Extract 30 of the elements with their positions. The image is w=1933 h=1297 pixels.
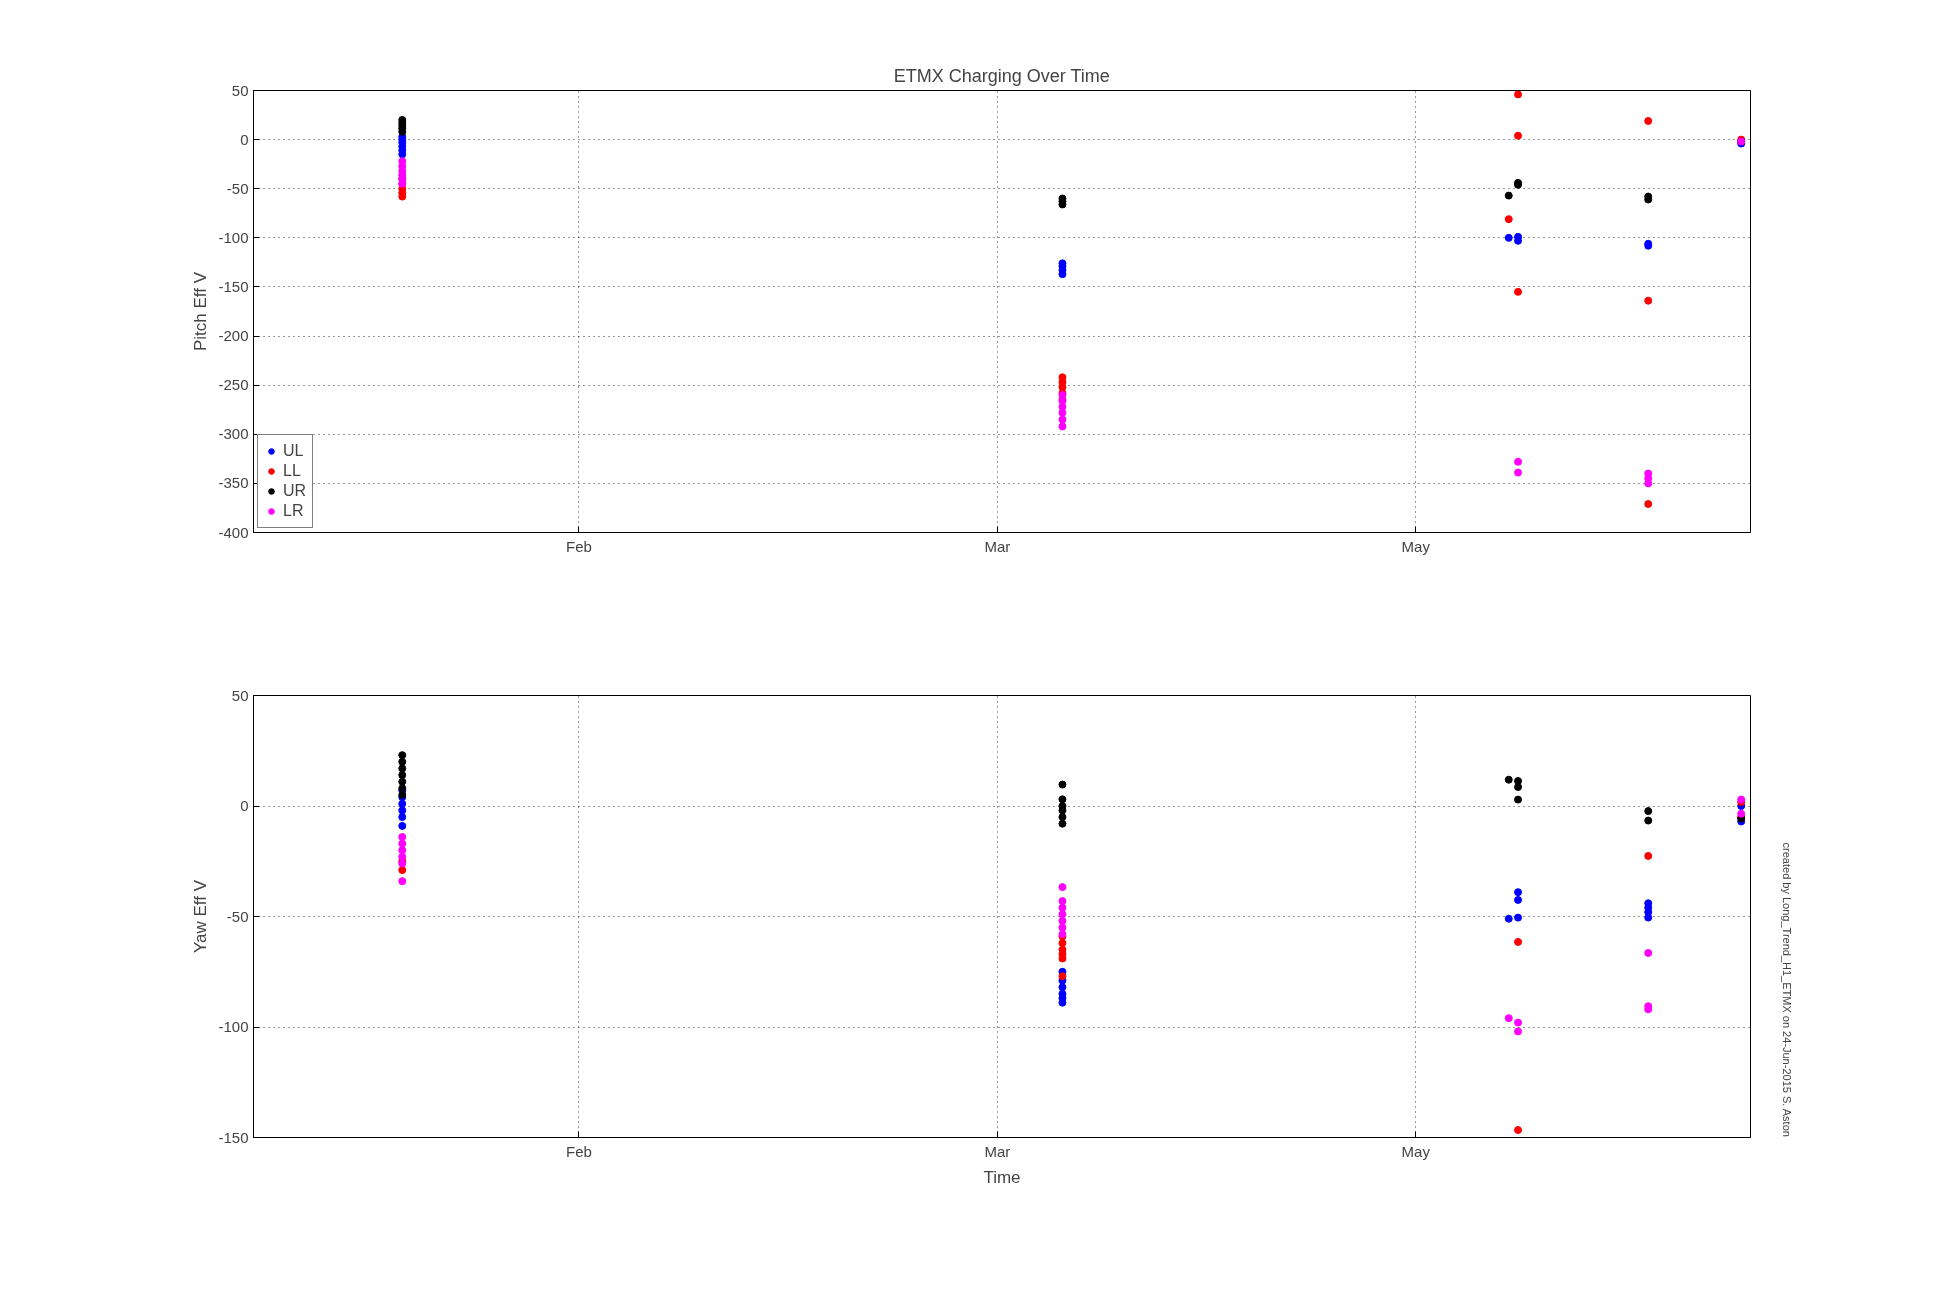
y-tick-label: -150 bbox=[218, 1128, 249, 1146]
legend-label: UL bbox=[283, 442, 304, 460]
legend-label: LL bbox=[283, 462, 302, 480]
x-tick-label: Mar bbox=[984, 537, 1011, 555]
y-tick-label: -200 bbox=[218, 327, 249, 345]
y-tick-label: -400 bbox=[218, 523, 249, 541]
y-tick-label: -300 bbox=[218, 425, 249, 443]
y-tick-label: -100 bbox=[218, 228, 249, 246]
y-tick-label: -50 bbox=[226, 907, 249, 925]
x-tick-label: May bbox=[1401, 537, 1431, 555]
chart-title: ETMX Charging Over Time bbox=[893, 65, 1110, 86]
y-tick-label: 0 bbox=[240, 130, 249, 148]
y-tick-label: -150 bbox=[218, 277, 249, 295]
y-axis-title: Yaw Eff V bbox=[191, 879, 211, 954]
y-tick-label: 50 bbox=[231, 81, 249, 99]
legend-label: UR bbox=[283, 482, 307, 500]
x-tick-label: Feb bbox=[566, 537, 592, 555]
legend-label: LR bbox=[283, 502, 304, 520]
x-tick-label: Mar bbox=[984, 1142, 1011, 1160]
text: created by Long_Trend_H1_ETMX on 24-Jun-2015 S. Aston bbox=[1780, 842, 1793, 1137]
y-tick-label: -50 bbox=[226, 179, 249, 197]
y-tick-label: -250 bbox=[218, 376, 249, 394]
x-axis-title: Time bbox=[983, 1167, 1021, 1187]
y-tick-label: -100 bbox=[218, 1018, 249, 1035]
x-tick-label: May bbox=[1401, 1142, 1431, 1160]
y-axis-title: Pitch Eff V bbox=[191, 271, 211, 352]
y-tick-label: 0 bbox=[240, 797, 249, 814]
x-tick-label: Feb bbox=[566, 1142, 592, 1160]
y-tick-label: -350 bbox=[218, 474, 249, 492]
y-tick-label: 50 bbox=[231, 686, 249, 704]
